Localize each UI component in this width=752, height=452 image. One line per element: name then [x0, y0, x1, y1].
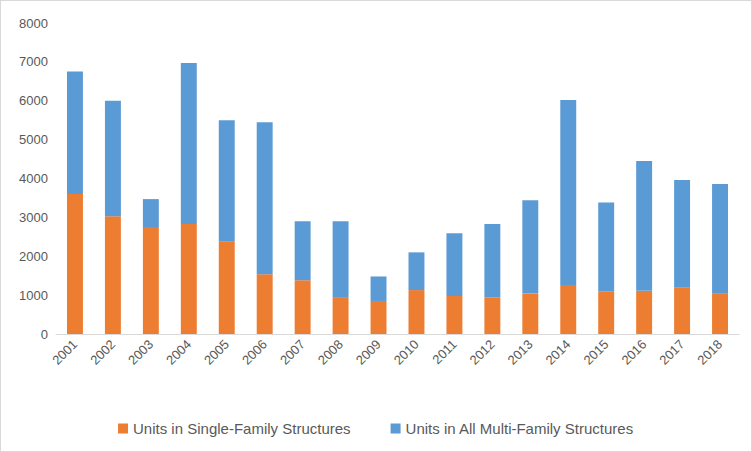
svg-text:2014: 2014	[543, 337, 574, 368]
svg-text:Units in Single-Family Structu: Units in Single-Family Structures	[133, 420, 351, 437]
svg-text:8000: 8000	[19, 16, 48, 31]
svg-text:2009: 2009	[353, 337, 384, 368]
svg-text:2018: 2018	[694, 337, 725, 368]
svg-text:2010: 2010	[391, 337, 422, 368]
svg-text:2001: 2001	[49, 337, 80, 368]
svg-text:4000: 4000	[19, 171, 48, 186]
svg-text:2017: 2017	[656, 337, 687, 368]
svg-text:2005: 2005	[201, 337, 232, 368]
svg-text:2015: 2015	[580, 337, 611, 368]
svg-text:6000: 6000	[19, 93, 48, 108]
svg-text:2011: 2011	[429, 337, 459, 367]
svg-text:2007: 2007	[277, 337, 308, 368]
svg-text:2000: 2000	[19, 249, 48, 264]
svg-text:2013: 2013	[505, 337, 536, 368]
svg-text:2002: 2002	[87, 337, 118, 368]
svg-text:3000: 3000	[19, 210, 48, 225]
svg-text:7000: 7000	[19, 54, 48, 69]
svg-text:2004: 2004	[163, 337, 194, 368]
svg-text:2003: 2003	[125, 337, 156, 368]
svg-text:2006: 2006	[239, 337, 270, 368]
svg-text:0: 0	[41, 327, 48, 342]
svg-text:2016: 2016	[618, 337, 649, 368]
svg-text:2012: 2012	[467, 337, 498, 368]
svg-text:2008: 2008	[315, 337, 346, 368]
svg-text:5000: 5000	[19, 132, 48, 147]
svg-text:Units in All Multi-Family Stru: Units in All Multi-Family Structures	[406, 420, 634, 437]
svg-text:1000: 1000	[19, 288, 48, 303]
